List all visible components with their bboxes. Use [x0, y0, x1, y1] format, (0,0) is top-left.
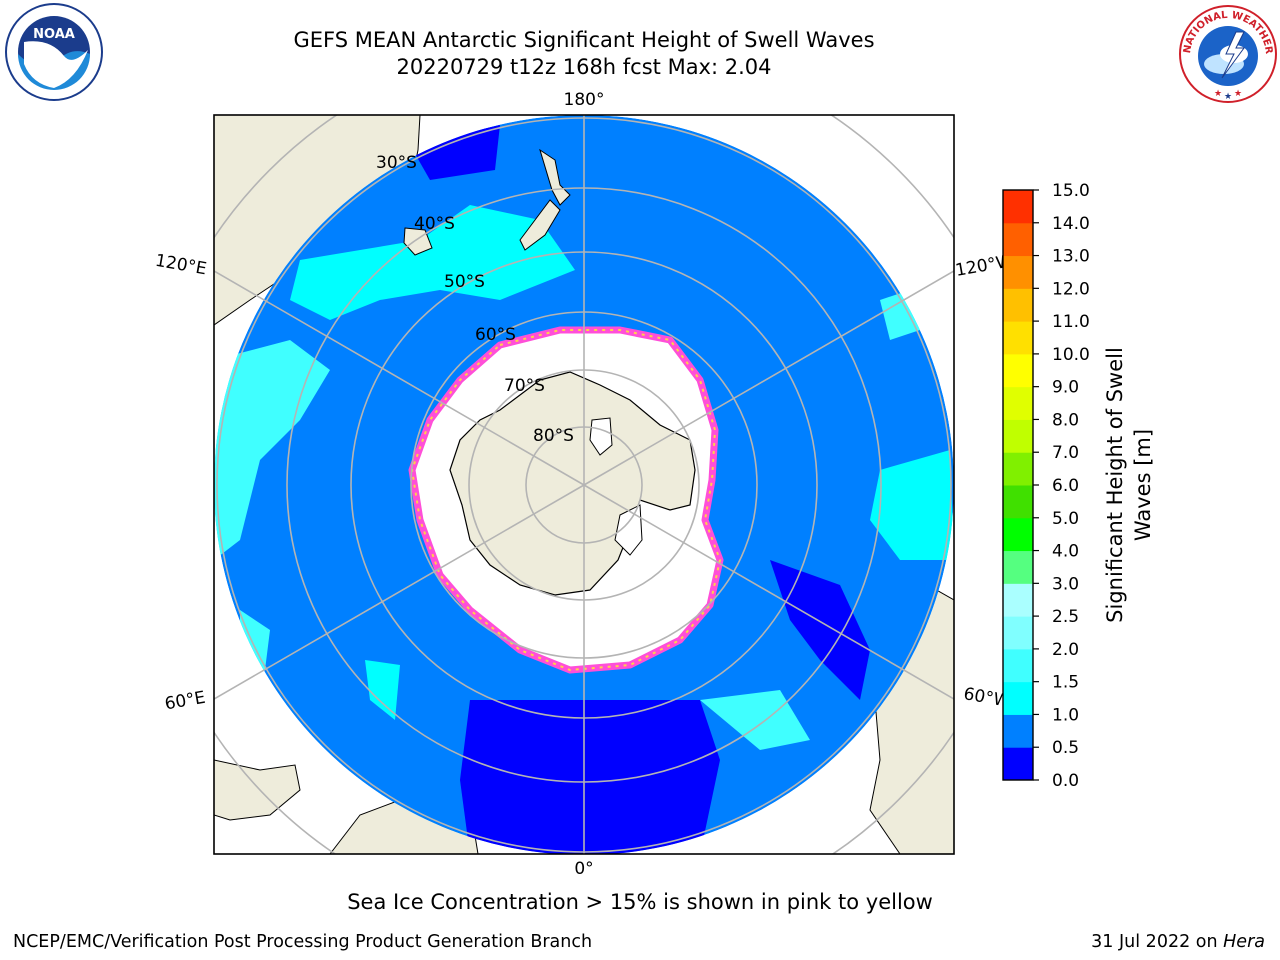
map-frame — [213, 114, 955, 855]
colorbar: 0.0 0.5 1.0 1.5 2.0 2.5 3.0 4.0 5.0 6.0 7.0 8.0 9.0 1… — [1002, 181, 1090, 791]
colorbar-swatch — [1003, 452, 1033, 486]
meridian-120e — [214, 270, 585, 486]
svg-text:★: ★ — [1234, 89, 1242, 99]
colorbar-swatch — [1003, 222, 1033, 257]
colorbar-swatch — [1003, 517, 1033, 552]
footer-date-text: 31 Jul 2022 on — [1091, 932, 1224, 952]
swell-moderate-region — [870, 450, 954, 560]
lon-label-120e: 120°E — [154, 251, 208, 280]
weddell-ice-shelf — [614, 504, 643, 556]
colorbar-tick-label: 3.0 — [1052, 574, 1079, 594]
colorbar-tick-label: 7.0 — [1052, 443, 1079, 463]
colorbar-swatch — [1003, 648, 1033, 683]
colorbar-tick-label: 11.0 — [1052, 312, 1090, 332]
footer-date: 31 Jul 2022 on Hera — [1091, 932, 1265, 952]
lat-label-80s: 80°S — [533, 426, 574, 446]
graticule — [214, 115, 954, 854]
footer-host: Hera — [1223, 932, 1265, 952]
lat-label-30s: 30°S — [376, 153, 417, 173]
noaa-logo-text: NOAA — [33, 27, 75, 42]
ross-ice-shelf — [589, 417, 613, 456]
swell-low-region — [460, 700, 720, 854]
colorbar-swatch — [1003, 419, 1033, 453]
colorbar-tick-label: 9.0 — [1052, 378, 1079, 398]
colorbar-tick-label: 10.0 — [1052, 345, 1090, 365]
colorbar-swatch — [1003, 550, 1033, 584]
lat-label-70s: 70°S — [504, 376, 545, 396]
lat-label-60s: 60°S — [475, 325, 516, 345]
colorbar-tick-label: 6.0 — [1052, 476, 1079, 496]
colorbar-tick-label: 0.0 — [1052, 771, 1079, 791]
colorbar-swatch — [1003, 714, 1033, 748]
colorbar-tick-label: 14.0 — [1052, 214, 1090, 234]
colorbar-tick-label: 1.5 — [1052, 673, 1079, 693]
colorbar-tick-label: 5.0 — [1052, 509, 1079, 529]
colorbar-tick-label: 1.0 — [1052, 705, 1079, 725]
colorbar-tick-label: 0.5 — [1052, 738, 1079, 758]
swell-moderate-region — [290, 205, 575, 320]
swell-low-region — [410, 125, 500, 180]
latitude-labels: 30°S 40°S 50°S 60°S 70°S 80°S — [376, 153, 574, 446]
sea-ice-caption: Sea Ice Concentration > 15% is shown in … — [347, 890, 933, 914]
lon-label-0: 0° — [574, 859, 593, 879]
chart-title: GEFS MEAN Antarctic Significant Height o… — [293, 28, 875, 52]
lat-label-50s: 50°S — [444, 272, 485, 292]
meridian-60w — [583, 484, 954, 700]
map-area: 30°S 40°S 50°S 60°S 70°S 80°S — [214, 115, 954, 854]
colorbar-tick-label: 2.0 — [1052, 640, 1079, 660]
colorbar-swatch — [1003, 485, 1033, 519]
colorbar-swatch — [1003, 321, 1033, 355]
antarctica-landmass — [449, 371, 696, 596]
colorbar-swatch — [1003, 386, 1033, 420]
lon-label-60e: 60°E — [163, 688, 207, 715]
lon-label-180: 180° — [564, 90, 605, 110]
meridian-60e — [214, 484, 585, 700]
madagascar-landmass — [214, 759, 301, 821]
colorbar-swatch — [1003, 288, 1033, 322]
colorbar-tick-label: 2.5 — [1052, 607, 1079, 627]
svg-text:★: ★ — [1224, 92, 1232, 102]
colorbar-swatch — [1003, 255, 1033, 289]
colorbar-tick-label: 13.0 — [1052, 247, 1090, 267]
colorbar-swatch — [1003, 616, 1033, 650]
colorbar-tick-label: 15.0 — [1052, 181, 1090, 201]
nws-logo: NATIONAL WEATHER SERVICE ★ ★ ★ — [1176, 2, 1277, 103]
colorbar-swatch — [1003, 353, 1033, 388]
swell-low-region — [770, 560, 870, 700]
colorbar-tick-label: 12.0 — [1052, 279, 1090, 299]
lat-label-40s: 40°S — [414, 214, 455, 234]
chart-subtitle: 20220729 t12z 168h fcst Max: 2.04 — [396, 55, 772, 79]
meridian-120w — [583, 270, 954, 486]
colorbar-label: Significant Height of Swell Waves [m] — [1103, 347, 1155, 623]
colorbar-swatch — [1003, 747, 1033, 781]
colorbar-tick-label: 4.0 — [1052, 542, 1079, 562]
swell-moderate-region — [365, 660, 400, 720]
noaa-logo: NOAA — [5, 3, 103, 101]
colorbar-swatch — [1003, 681, 1033, 715]
colorbar-swatch — [1003, 583, 1033, 617]
colorbar-tick-label: 8.0 — [1052, 410, 1079, 430]
colorbar-swatch — [1003, 190, 1033, 224]
svg-text:★: ★ — [1214, 89, 1222, 99]
new-zealand-south-island — [519, 199, 561, 251]
sea-ice-edge — [410, 329, 722, 672]
footer-organization: NCEP/EMC/Verification Post Processing Pr… — [13, 932, 593, 952]
